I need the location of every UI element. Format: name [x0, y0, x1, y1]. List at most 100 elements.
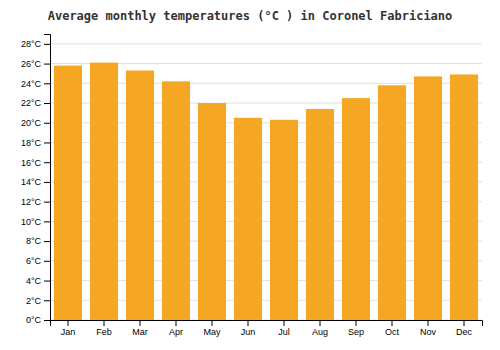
- y-tick-mark: [44, 162, 50, 163]
- y-tick-mark: [44, 64, 50, 65]
- x-axis: Jan Feb Mar Apr May Jun Jul Aug Sep Oct Nov Dec: [51, 320, 483, 337]
- x-tick-mark: [104, 320, 105, 326]
- y-tick: 26°C: [21, 59, 50, 69]
- y-tick-mark: [44, 44, 50, 45]
- y-tick: 4°C: [26, 276, 50, 286]
- y-tick: 14°C: [21, 177, 50, 187]
- y-tick: 16°C: [21, 158, 50, 168]
- y-tick-mark: [44, 182, 50, 183]
- bar: [162, 81, 190, 320]
- y-tick-label: 18°C: [21, 138, 42, 148]
- x-tick-mark: [392, 320, 393, 326]
- x-tick-mark: [140, 320, 141, 326]
- y-tick-label: 0°C: [26, 315, 42, 325]
- x-tick-mark: [356, 320, 357, 326]
- x-tick-mark: [212, 320, 213, 326]
- y-tick-label: 20°C: [21, 118, 42, 128]
- y-tick-mark: [44, 241, 50, 242]
- bar: [450, 74, 478, 320]
- plot-area: 0°C 2°C 4°C 6°C 8°C 10°C 12°C 14°C 16°C 18°C 20°C 2…: [21, 35, 483, 338]
- x-tick: Nov: [420, 320, 437, 337]
- y-tick-label: 4°C: [26, 276, 42, 286]
- y-tick-mark: [44, 221, 50, 222]
- y-tick-mark: [44, 320, 50, 321]
- x-tick-mark: [248, 320, 249, 326]
- y-tick: 22°C: [21, 98, 50, 108]
- x-tick-mark: [320, 320, 321, 326]
- bar: [270, 120, 298, 320]
- y-tick-mark: [44, 83, 50, 84]
- x-tick: Oct: [385, 320, 400, 337]
- y-tick-mark: [44, 123, 50, 124]
- x-tick-mark: [284, 320, 285, 326]
- bar: [342, 98, 370, 320]
- x-tick-mark: [428, 320, 429, 326]
- x-tick-mark: [464, 320, 465, 326]
- x-axis-line: [51, 321, 483, 327]
- y-tick-mark: [44, 142, 50, 143]
- y-tick-label: 12°C: [21, 197, 42, 207]
- y-axis: 0°C 2°C 4°C 6°C 8°C 10°C 12°C 14°C 16°C 18°C 20°C 2…: [21, 35, 51, 326]
- y-tick-mark: [44, 281, 50, 282]
- x-tick-label: Dec: [456, 327, 473, 337]
- x-tick: Feb: [96, 320, 112, 337]
- x-tick: Jun: [241, 320, 256, 337]
- y-tick: 28°C: [21, 39, 50, 49]
- bar: [126, 70, 154, 320]
- grid: [50, 44, 482, 320]
- y-tick-label: 14°C: [21, 177, 42, 187]
- chart-svg: Average monthly temperatures (°C ) in Co…: [0, 0, 500, 350]
- y-tick: 10°C: [21, 217, 50, 227]
- chart-title: Average monthly temperatures (°C ) in Co…: [48, 9, 453, 23]
- bars: [54, 63, 478, 320]
- y-tick: 20°C: [21, 118, 50, 128]
- x-tick-label: May: [203, 327, 221, 337]
- bar: [234, 118, 262, 320]
- x-tick-label: Sep: [348, 327, 364, 337]
- bar: [54, 66, 82, 320]
- x-tick-label: Apr: [169, 327, 183, 337]
- y-tick-label: 16°C: [21, 158, 42, 168]
- x-tick-label: Jan: [61, 327, 76, 337]
- x-tick-mark: [68, 320, 69, 326]
- x-tick-label: Feb: [96, 327, 112, 337]
- x-tick: Mar: [132, 320, 148, 337]
- x-tick: Jul: [278, 320, 290, 337]
- x-tick-label: Aug: [312, 327, 328, 337]
- y-tick: 24°C: [21, 79, 50, 89]
- y-tick-label: 10°C: [21, 217, 42, 227]
- bar: [90, 63, 118, 320]
- x-tick: Dec: [456, 320, 473, 337]
- chart-container: Average monthly temperatures (°C ) in Co…: [0, 0, 500, 350]
- bar: [198, 103, 226, 320]
- y-tick: 6°C: [26, 256, 50, 266]
- y-tick-label: 22°C: [21, 98, 42, 108]
- x-tick: Aug: [312, 320, 328, 337]
- y-tick-label: 8°C: [26, 236, 42, 246]
- x-tick-label: Mar: [132, 327, 148, 337]
- y-tick: 12°C: [21, 197, 50, 207]
- x-tick-mark: [176, 320, 177, 326]
- x-tick: May: [203, 320, 221, 337]
- x-tick-label: Nov: [420, 327, 437, 337]
- y-tick-label: 28°C: [21, 39, 42, 49]
- bar: [414, 76, 442, 320]
- y-tick-mark: [44, 300, 50, 301]
- y-tick: 8°C: [26, 236, 50, 246]
- y-tick-mark: [44, 261, 50, 262]
- y-tick-label: 6°C: [26, 256, 42, 266]
- x-tick: Jan: [61, 320, 76, 337]
- y-tick-mark: [44, 202, 50, 203]
- bar: [378, 85, 406, 320]
- y-tick: 2°C: [26, 296, 50, 306]
- x-tick-label: Jun: [241, 327, 256, 337]
- y-axis-line: [44, 35, 51, 321]
- y-tick-label: 24°C: [21, 79, 42, 89]
- y-tick-label: 26°C: [21, 59, 42, 69]
- x-tick: Apr: [169, 320, 183, 337]
- x-tick: Sep: [348, 320, 364, 337]
- bar: [306, 109, 334, 320]
- y-tick-mark: [44, 103, 50, 104]
- y-tick: 18°C: [21, 138, 50, 148]
- grid-line: [50, 43, 482, 44]
